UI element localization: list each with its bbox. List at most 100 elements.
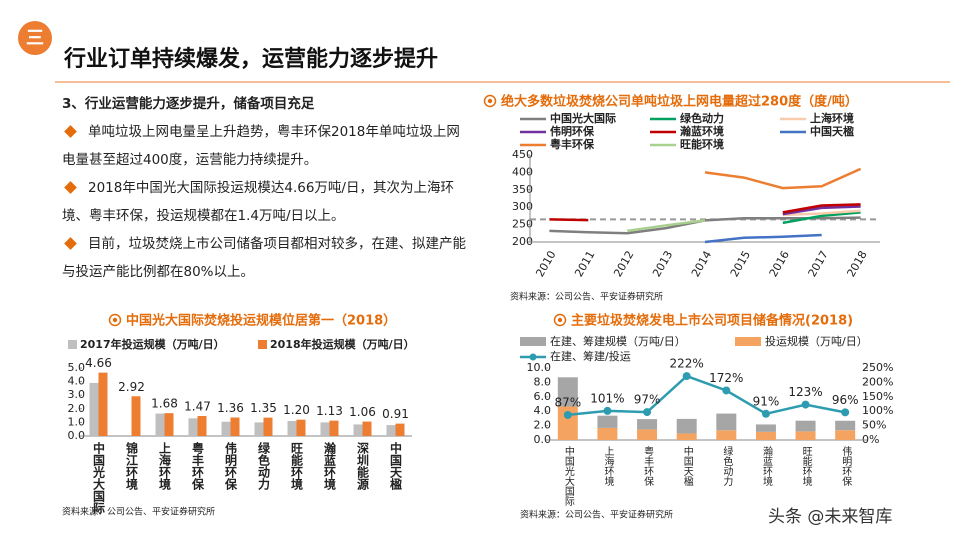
watermark: 头条 @未来智库 bbox=[768, 507, 892, 527]
series-line bbox=[704, 233, 822, 244]
x-tick-label: 中国天楹 bbox=[389, 441, 403, 491]
bar bbox=[386, 425, 396, 436]
bullet-icon bbox=[64, 181, 77, 194]
line-point bbox=[801, 400, 810, 409]
bar-segment bbox=[676, 433, 697, 440]
source-note: 资料来源：公司公告、平安证券研究所 bbox=[62, 506, 215, 518]
bar-segment bbox=[716, 413, 737, 431]
bar bbox=[155, 413, 165, 436]
value-label: 123% bbox=[788, 385, 822, 399]
y-tick-label: 350 bbox=[512, 183, 533, 196]
legend-label: 粤丰环保 bbox=[550, 137, 595, 151]
y-tick-label: 150% bbox=[862, 390, 893, 403]
bar-segment bbox=[676, 418, 697, 434]
line-point bbox=[643, 408, 652, 417]
x-tick-label: 2015 bbox=[728, 249, 753, 280]
x-tick-label: 粤丰环保 bbox=[642, 445, 654, 487]
x-tick-label: 2013 bbox=[650, 249, 675, 280]
value-label: 1.68 bbox=[151, 397, 178, 411]
title-icon bbox=[112, 317, 118, 323]
x-tick-label: 上海环境 bbox=[602, 446, 614, 487]
bar-segment bbox=[637, 419, 658, 430]
chart-title: 中国光大国际焚烧投运规模位居第一（2018） bbox=[126, 313, 396, 329]
legend-swatch bbox=[735, 337, 761, 346]
chart-title: 绝大多数垃圾焚烧公司单吨垃圾上网电量超过280度（度/吨） bbox=[501, 94, 858, 110]
title-icon bbox=[483, 94, 497, 108]
y-tick-label: 4.0 bbox=[534, 404, 552, 417]
bar bbox=[263, 417, 273, 436]
x-tick-label: 瀚蓝环境 bbox=[323, 441, 337, 491]
bar bbox=[98, 372, 108, 436]
bar bbox=[320, 422, 330, 436]
bar-segment bbox=[795, 431, 816, 440]
chart-title: 主要垃圾焚烧发电上市公司项目储备情况(2018) bbox=[571, 313, 853, 329]
bar bbox=[230, 417, 240, 436]
value-label: 1.47 bbox=[184, 400, 211, 414]
legend-label: 伟明环保 bbox=[550, 124, 595, 138]
title-icon bbox=[108, 313, 122, 327]
bar bbox=[221, 421, 231, 436]
bar-segment bbox=[835, 420, 856, 431]
y-tick-label: 0% bbox=[862, 433, 879, 446]
y-tick-label: 200 bbox=[512, 235, 533, 248]
bar bbox=[287, 421, 297, 436]
y-tick-label: 50% bbox=[862, 419, 886, 432]
y-tick-label: 300 bbox=[512, 200, 533, 213]
legend-swatch bbox=[529, 353, 537, 361]
line-point bbox=[761, 409, 770, 418]
bar bbox=[395, 423, 405, 436]
x-tick-label: 伟明环保 bbox=[840, 445, 852, 487]
bar bbox=[89, 382, 99, 436]
y-tick-label: 3.0 bbox=[68, 388, 86, 401]
bullet-text: 目前，垃圾焚烧上市公司储备项目都相对较多，在建、拟建产能与投运产能比例都在80%… bbox=[62, 236, 466, 280]
legend-label: 中国光大国际 bbox=[550, 111, 616, 125]
bar bbox=[353, 424, 363, 436]
y-tick-label: 450 bbox=[512, 148, 533, 161]
bar bbox=[131, 396, 141, 436]
bar-segment bbox=[755, 431, 776, 440]
value-label: 1.13 bbox=[316, 404, 343, 418]
bullet: 2018年中国光大国际投运规模达4.66万吨/日，其次为上海环境、粤丰环保，投运… bbox=[62, 174, 467, 230]
bar bbox=[296, 419, 306, 436]
value-label: 2.92 bbox=[118, 380, 145, 394]
y-tick-label: 400 bbox=[512, 165, 533, 178]
x-tick-label: 深圳能源 bbox=[356, 441, 370, 491]
x-tick-label: 上海环境 bbox=[158, 441, 172, 491]
x-tick-label: 中国天楹 bbox=[681, 445, 693, 487]
slide-title: 行业订单持续爆发，运营能力逐步提升 bbox=[63, 46, 438, 72]
series-line bbox=[782, 211, 861, 225]
bar bbox=[362, 421, 372, 436]
bar bbox=[188, 418, 198, 436]
value-label: 87% bbox=[554, 395, 581, 409]
bullet-text: 2018年中国光大国际投运规模达4.66万吨/日，其次为上海环境、粤丰环保，投运… bbox=[62, 180, 454, 224]
line-point bbox=[682, 372, 691, 381]
source-note: 资料来源：公司公告、平安证券研究所 bbox=[510, 291, 663, 303]
series-line bbox=[704, 167, 862, 190]
bar bbox=[254, 422, 264, 436]
x-tick-label: 2016 bbox=[767, 249, 792, 280]
title-icon bbox=[553, 313, 567, 327]
series-line bbox=[627, 219, 706, 233]
section-badge bbox=[18, 21, 52, 55]
bullet-icon bbox=[64, 125, 77, 138]
source-note: 资料来源：公司公告、平安证券研究所 bbox=[520, 509, 673, 521]
legend-swatch bbox=[68, 340, 77, 349]
x-tick-label: 2012 bbox=[611, 249, 636, 280]
legend-label: 在建、筹建规模（万吨/日） bbox=[550, 334, 686, 348]
y-tick-label: 0.0 bbox=[534, 433, 552, 446]
x-tick-label: 伟明环保 bbox=[224, 441, 238, 491]
x-tick-label: 粤丰环保 bbox=[191, 441, 205, 491]
y-tick-label: 8.0 bbox=[534, 375, 552, 388]
bar-segment bbox=[597, 415, 618, 428]
x-tick-label: 中国光大国际 bbox=[562, 445, 574, 507]
bar-segment bbox=[716, 430, 737, 440]
y-tick-label: 2.0 bbox=[534, 419, 552, 432]
series-line bbox=[782, 205, 861, 216]
x-tick-label: 2017 bbox=[806, 249, 831, 280]
x-tick-label: 瀚蓝环境 bbox=[760, 445, 772, 487]
value-label: 1.35 bbox=[250, 401, 277, 415]
x-tick-label: 锦江环境 bbox=[125, 441, 139, 491]
value-label: 1.06 bbox=[349, 405, 376, 419]
